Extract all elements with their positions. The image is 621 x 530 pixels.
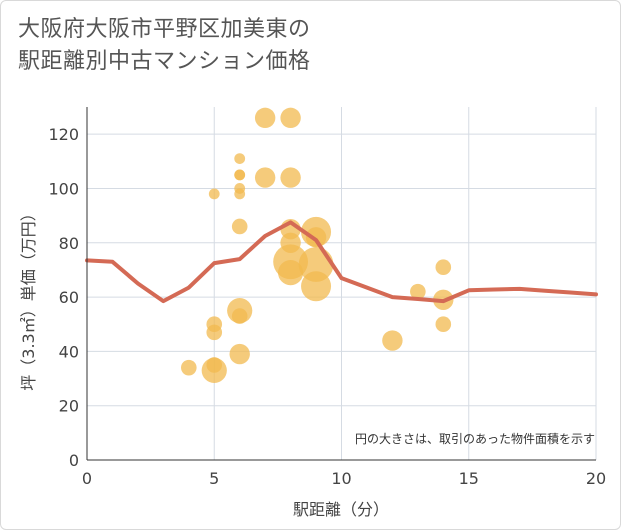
- bubble-point: [305, 227, 327, 248]
- chart-title-line-2: 駅距離別中古マンション価格: [18, 49, 311, 74]
- axes: 0 20 40 60 80 100 120 0 5 10 15 20: [48, 107, 606, 488]
- bubble-point: [280, 167, 301, 188]
- bubble-point: [234, 188, 246, 200]
- bubble-point: [410, 283, 426, 300]
- x-tick-label: 10: [331, 469, 351, 488]
- y-tick-label: 20: [59, 397, 79, 416]
- x-tick-label: 0: [82, 469, 92, 488]
- chart-title-line-1: 大阪府大阪市平野区加美東の: [18, 17, 311, 42]
- y-tick-label: 100: [48, 179, 79, 198]
- bubble-point: [435, 316, 452, 333]
- y-tick-label: 60: [59, 288, 79, 307]
- bubble-point: [254, 107, 276, 129]
- bubble-point: [229, 343, 250, 365]
- bubble-point: [206, 324, 223, 341]
- y-axis-label: 坪（3.3㎡）単価（万円）: [19, 205, 38, 390]
- trend-line: [85, 220, 598, 304]
- bubble-point: [201, 357, 227, 383]
- bubble-layer: [181, 107, 454, 383]
- bubble-point: [301, 271, 332, 302]
- chart-title: 大阪府大阪市平野区加美東の 駅距離別中古マンション価格: [18, 14, 311, 78]
- trend-line-layer: [85, 220, 598, 304]
- grid-lines: [87, 107, 597, 460]
- bubble-point: [234, 153, 246, 164]
- size-note: 円の大きさは、取引のあった物件面積を示す: [355, 431, 595, 446]
- y-tick-label: 80: [59, 234, 79, 253]
- y-tick-label: 120: [48, 125, 79, 144]
- bubble-point: [435, 259, 452, 276]
- x-tick-label: 20: [586, 469, 606, 488]
- bubble-point: [208, 188, 220, 200]
- x-tick-label: 15: [459, 469, 479, 488]
- bubble-point: [234, 169, 246, 181]
- bubble-point: [231, 308, 248, 324]
- bubble-point: [231, 218, 248, 235]
- y-tick-label: 0: [69, 451, 79, 470]
- bubble-point: [278, 260, 304, 286]
- bubble-point: [254, 167, 276, 188]
- bubble-point: [382, 330, 403, 351]
- bubble-point: [181, 359, 197, 376]
- x-axis-label: 駅距離（分）: [293, 500, 389, 519]
- x-tick-label: 5: [209, 469, 219, 488]
- y-tick-label: 40: [59, 342, 79, 361]
- bubble-point: [280, 107, 301, 129]
